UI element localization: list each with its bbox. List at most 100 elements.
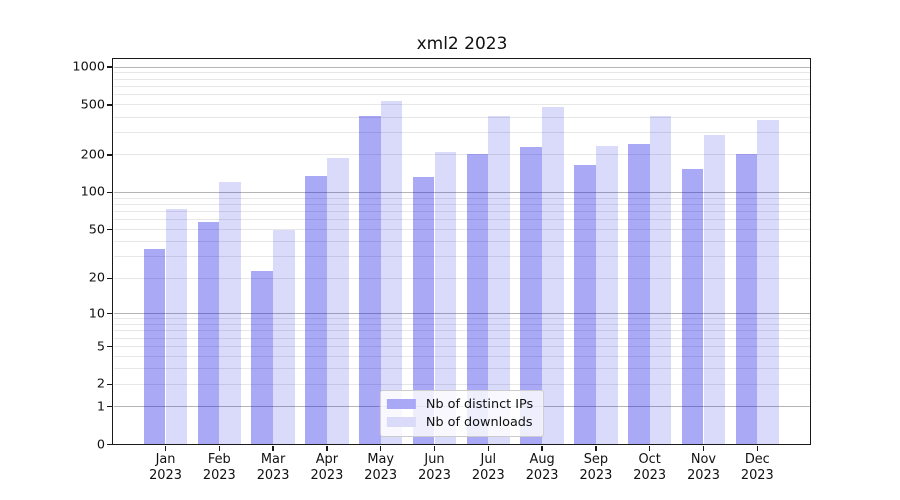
- x-tick-mark-jul: [487, 445, 489, 451]
- legend: Nb of distinct IPs Nb of downloads: [379, 389, 545, 437]
- gridline-y-60: [113, 219, 811, 221]
- gridline-y-6: [113, 337, 811, 339]
- bar-downloads-aug: [542, 107, 564, 445]
- y-tick-mark-50: [107, 229, 113, 231]
- x-tick-month: Jul: [480, 452, 497, 467]
- y-tick-label-10: 10: [88, 306, 105, 322]
- bar-distinct-ips-aug: [520, 147, 543, 445]
- x-tick-year: 2023: [687, 467, 720, 483]
- gridline-y-50: [113, 229, 811, 231]
- x-tick-month: Jan: [155, 452, 176, 467]
- x-tick-label-may: May 2023: [364, 452, 397, 484]
- gridline-y-1000: [113, 66, 811, 68]
- x-tick-month: Sep: [583, 452, 609, 467]
- x-tick-label-jan: Jan 2023: [149, 452, 182, 484]
- gridline-y-200: [113, 154, 811, 156]
- y-tick-label-1000: 1000: [72, 59, 105, 75]
- y-tick-label-50: 50: [88, 222, 105, 238]
- y-tick-mark-100: [107, 191, 113, 194]
- bar-downloads-nov: [703, 135, 726, 445]
- gridline-y-500: [113, 104, 811, 106]
- x-tick-month: Oct: [638, 452, 661, 467]
- bar-distinct-ips-oct: [627, 144, 650, 445]
- gridline-y-4: [113, 356, 811, 358]
- x-tick-year: 2023: [418, 467, 451, 483]
- y-tick-label-5: 5: [96, 339, 105, 355]
- x-tick-label-jun: Jun 2023: [418, 452, 451, 484]
- x-tick-mark-nov: [702, 445, 705, 451]
- x-tick-year: 2023: [364, 467, 398, 483]
- gridline-y-900: [113, 72, 811, 74]
- gridline-y-700: [113, 86, 811, 88]
- y-tick-label-100: 100: [80, 184, 105, 200]
- x-tick-label-oct: Oct 2023: [633, 452, 666, 484]
- chart-title: xml2 2023: [416, 34, 508, 54]
- y-tick-mark-10: [107, 312, 113, 315]
- x-tick-year: 2023: [633, 467, 667, 483]
- y-tick-label-500: 500: [80, 97, 105, 113]
- gridline-y-800: [113, 78, 811, 80]
- bar-downloads-mar: [273, 229, 295, 445]
- legend-swatch-downloads: [386, 417, 416, 427]
- y-axis-labels: 0 1 2 5 10 20 50 100 200 500 1000: [0, 59, 105, 452]
- x-tick-mark-may: [380, 445, 382, 451]
- y-tick-mark-200: [107, 154, 113, 156]
- bar-downloads-dec: [757, 120, 780, 445]
- legend-label-distinct-ips: Nb of distinct IPs: [425, 396, 534, 412]
- x-tick-label-mar: Mar 2023: [257, 452, 290, 484]
- x-tick-month: Apr: [315, 452, 339, 467]
- x-tick-month: Feb: [207, 452, 231, 467]
- gridline-y-9: [113, 318, 811, 320]
- x-tick-month: Mar: [260, 452, 286, 467]
- x-axis-labels: Jan 2023 Feb 2023 Mar 2023 Apr 2023 May 2023 Jun 20…: [114, 452, 811, 492]
- x-tick-year: 2023: [256, 467, 290, 483]
- legend-item-downloads: Nb of downloads: [386, 414, 533, 430]
- bar-distinct-ips-jul: [466, 154, 489, 445]
- x-tick-mark-oct: [649, 445, 651, 451]
- bar-distinct-ips-dec: [735, 154, 758, 445]
- x-tick-label-aug: Aug 2023: [526, 452, 559, 484]
- plot-area: Nb of distinct IPs Nb of downloads: [113, 60, 811, 445]
- gridline-y-2: [113, 383, 811, 385]
- y-tick-mark-0: [107, 443, 113, 446]
- gridline-y-400: [113, 116, 811, 118]
- x-tick-mark-dec: [756, 445, 758, 451]
- bar-downloads-oct: [649, 115, 672, 445]
- y-tick-label-1: 1: [96, 399, 105, 415]
- legend-item-distinct-ips: Nb of distinct IPs: [386, 396, 534, 412]
- y-tick-mark-1000: [107, 66, 113, 68]
- bar-distinct-ips-feb: [197, 221, 220, 445]
- x-tick-month: Dec: [744, 452, 770, 467]
- x-tick-mark-mar: [272, 445, 274, 451]
- gridline-y-3: [113, 368, 811, 370]
- gridline-y-90: [113, 197, 811, 199]
- bar-downloads-jul: [488, 115, 511, 445]
- gridline-y-5: [113, 346, 811, 348]
- gridline-y-300: [113, 132, 811, 134]
- bar-downloads-may: [380, 100, 403, 445]
- x-tick-mark-sep: [595, 445, 597, 451]
- x-tick-month: Jun: [424, 452, 445, 467]
- bar-distinct-ips-may: [358, 116, 381, 445]
- x-tick-year: 2023: [579, 467, 613, 483]
- bar-distinct-ips-apr: [305, 176, 327, 445]
- bar-distinct-ips-jun: [412, 177, 435, 445]
- y-tick-mark-500: [107, 104, 113, 106]
- x-tick-mark-aug: [541, 445, 543, 451]
- x-tick-month: May: [367, 452, 395, 467]
- gridline-y-20: [113, 277, 811, 279]
- bar-downloads-jun: [434, 152, 457, 445]
- bar-distinct-ips-mar: [251, 270, 274, 445]
- legend-label-downloads: Nb of downloads: [425, 414, 533, 430]
- gridline-y-40: [113, 241, 811, 243]
- gridline-y-600: [113, 94, 811, 96]
- x-tick-year: 2023: [525, 467, 559, 483]
- x-tick-year: 2023: [202, 467, 236, 483]
- bar-distinct-ips-sep: [574, 165, 596, 445]
- gridline-y-8: [113, 323, 811, 325]
- x-tick-year: 2023: [310, 467, 344, 483]
- legend-swatch-distinct-ips: [386, 399, 416, 409]
- y-tick-label-2: 2: [96, 376, 105, 392]
- y-tick-mark-20: [107, 277, 113, 279]
- x-tick-label-apr: Apr 2023: [310, 452, 343, 484]
